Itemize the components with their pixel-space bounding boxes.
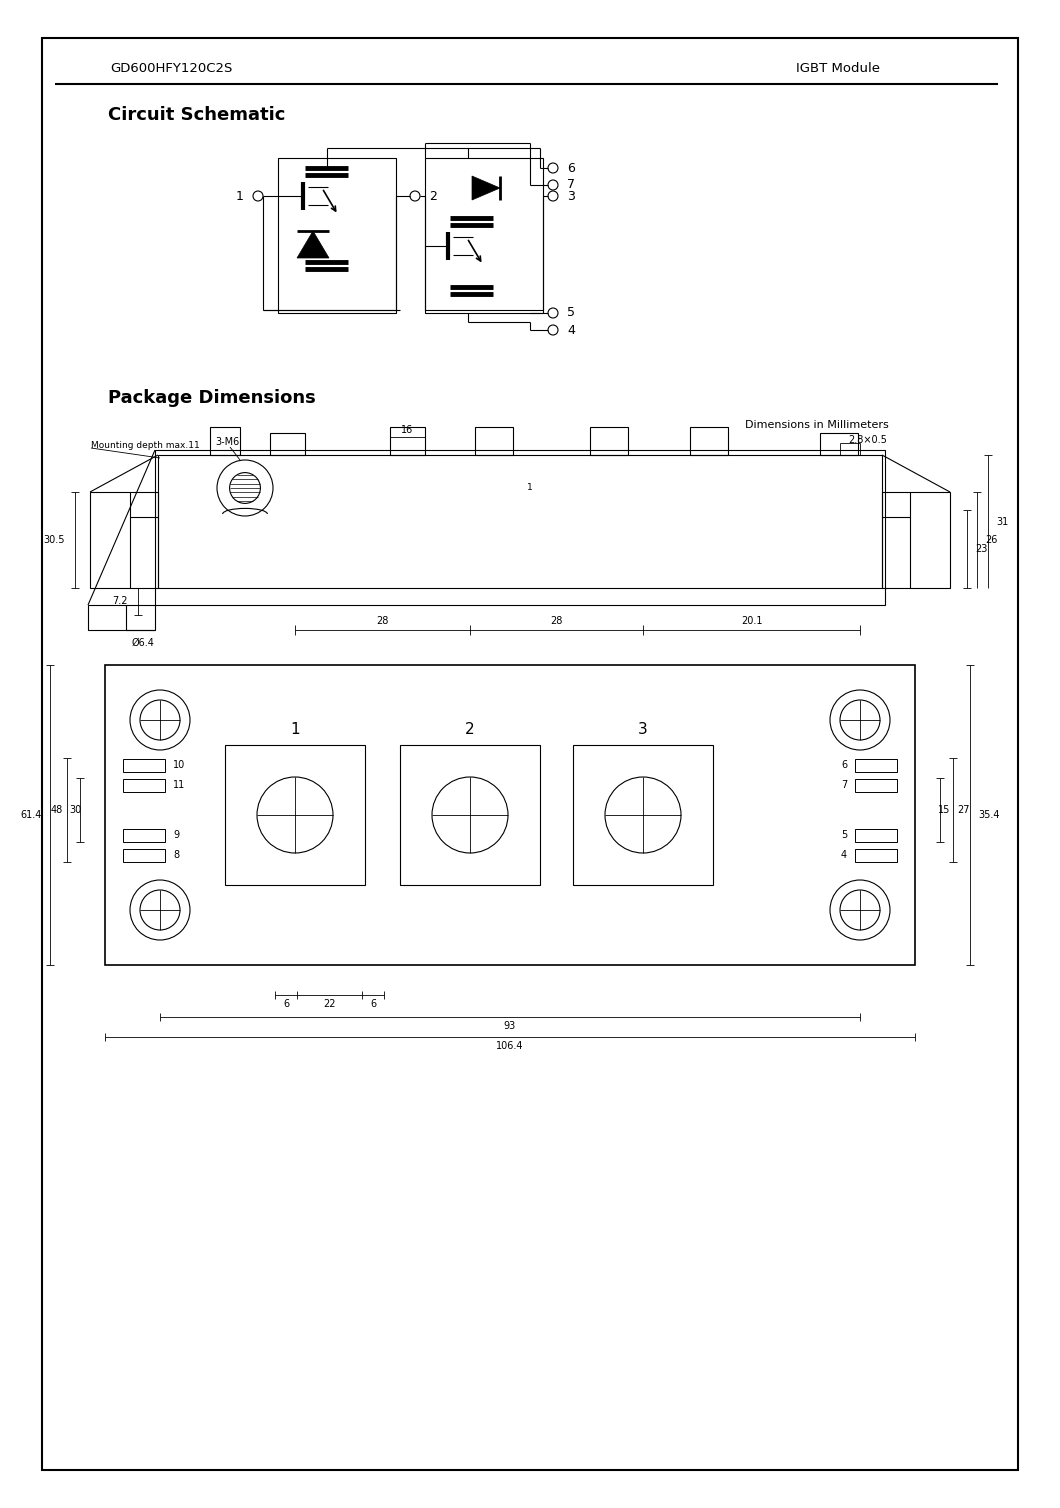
Text: 4: 4 [567, 324, 575, 336]
Bar [425, 158, 543, 314]
Text: IGBT Module: IGBT Module [796, 62, 880, 74]
Text: 1: 1 [527, 483, 533, 492]
Text: 10: 10 [173, 760, 185, 771]
Bar [855, 829, 897, 841]
Text: 7: 7 [841, 780, 847, 790]
Text: 20.1: 20.1 [741, 615, 762, 626]
Bar [88, 605, 155, 630]
Text: 23: 23 [975, 544, 987, 553]
Text: 2.8×0.5: 2.8×0.5 [849, 434, 887, 445]
Bar [400, 745, 540, 885]
Text: 30: 30 [70, 805, 82, 814]
Bar [270, 433, 305, 455]
Bar [390, 427, 425, 455]
Text: 6: 6 [283, 998, 289, 1009]
Text: 61.4: 61.4 [20, 810, 42, 820]
Text: Dimensions in Millimeters: Dimensions in Millimeters [745, 421, 888, 430]
Text: Package Dimensions: Package Dimensions [108, 389, 316, 407]
Text: 27: 27 [957, 805, 970, 814]
Bar [210, 427, 240, 455]
Bar [123, 829, 165, 841]
Bar [225, 745, 365, 885]
Bar [90, 492, 158, 588]
Text: Circuit Schematic: Circuit Schematic [108, 106, 285, 124]
Text: 6: 6 [841, 760, 847, 771]
Bar [155, 449, 885, 605]
Text: 30.5: 30.5 [43, 535, 65, 544]
Text: 28: 28 [550, 615, 563, 626]
Bar [855, 849, 897, 863]
Bar [882, 492, 950, 588]
Text: GD600HFY120C2S: GD600HFY120C2S [110, 62, 232, 74]
Text: 26: 26 [985, 535, 997, 544]
Text: 31: 31 [996, 517, 1008, 526]
Bar [123, 759, 165, 772]
Bar [690, 427, 728, 455]
Bar [123, 780, 165, 792]
Text: 3-M6: 3-M6 [215, 437, 240, 446]
Bar [123, 849, 165, 863]
Bar [855, 759, 897, 772]
Bar [855, 780, 897, 792]
Text: 11: 11 [173, 780, 185, 790]
Text: Mounting depth max.11: Mounting depth max.11 [91, 440, 199, 449]
Bar [590, 427, 628, 455]
Text: 2: 2 [465, 722, 475, 737]
Bar [158, 455, 882, 588]
Text: 22: 22 [323, 998, 336, 1009]
Text: 2: 2 [429, 190, 437, 202]
Text: 9: 9 [173, 829, 179, 840]
Text: 1: 1 [236, 190, 244, 202]
Text: 48: 48 [51, 805, 63, 814]
Text: 8: 8 [173, 851, 179, 860]
Bar [573, 745, 713, 885]
Polygon shape [472, 176, 500, 201]
Text: 5: 5 [841, 829, 847, 840]
Text: 3: 3 [567, 190, 575, 202]
Bar [475, 427, 513, 455]
Bar [278, 158, 396, 314]
Text: 6: 6 [567, 161, 575, 175]
Text: 3: 3 [638, 722, 648, 737]
Text: 16: 16 [401, 425, 413, 434]
Text: 7.2: 7.2 [112, 596, 128, 606]
Bar [105, 665, 915, 965]
Polygon shape [297, 231, 329, 258]
Text: 1: 1 [290, 722, 300, 737]
Text: 15: 15 [938, 805, 951, 814]
Text: 93: 93 [504, 1021, 516, 1031]
Text: Ø6.4: Ø6.4 [131, 638, 155, 648]
Text: 5: 5 [567, 306, 575, 320]
Text: 106.4: 106.4 [496, 1041, 524, 1051]
Bar [820, 433, 858, 455]
Text: 4: 4 [841, 851, 847, 860]
Text: 7: 7 [567, 178, 575, 192]
Text: 35.4: 35.4 [978, 810, 1000, 820]
Text: 6: 6 [370, 998, 376, 1009]
Text: 28: 28 [376, 615, 389, 626]
